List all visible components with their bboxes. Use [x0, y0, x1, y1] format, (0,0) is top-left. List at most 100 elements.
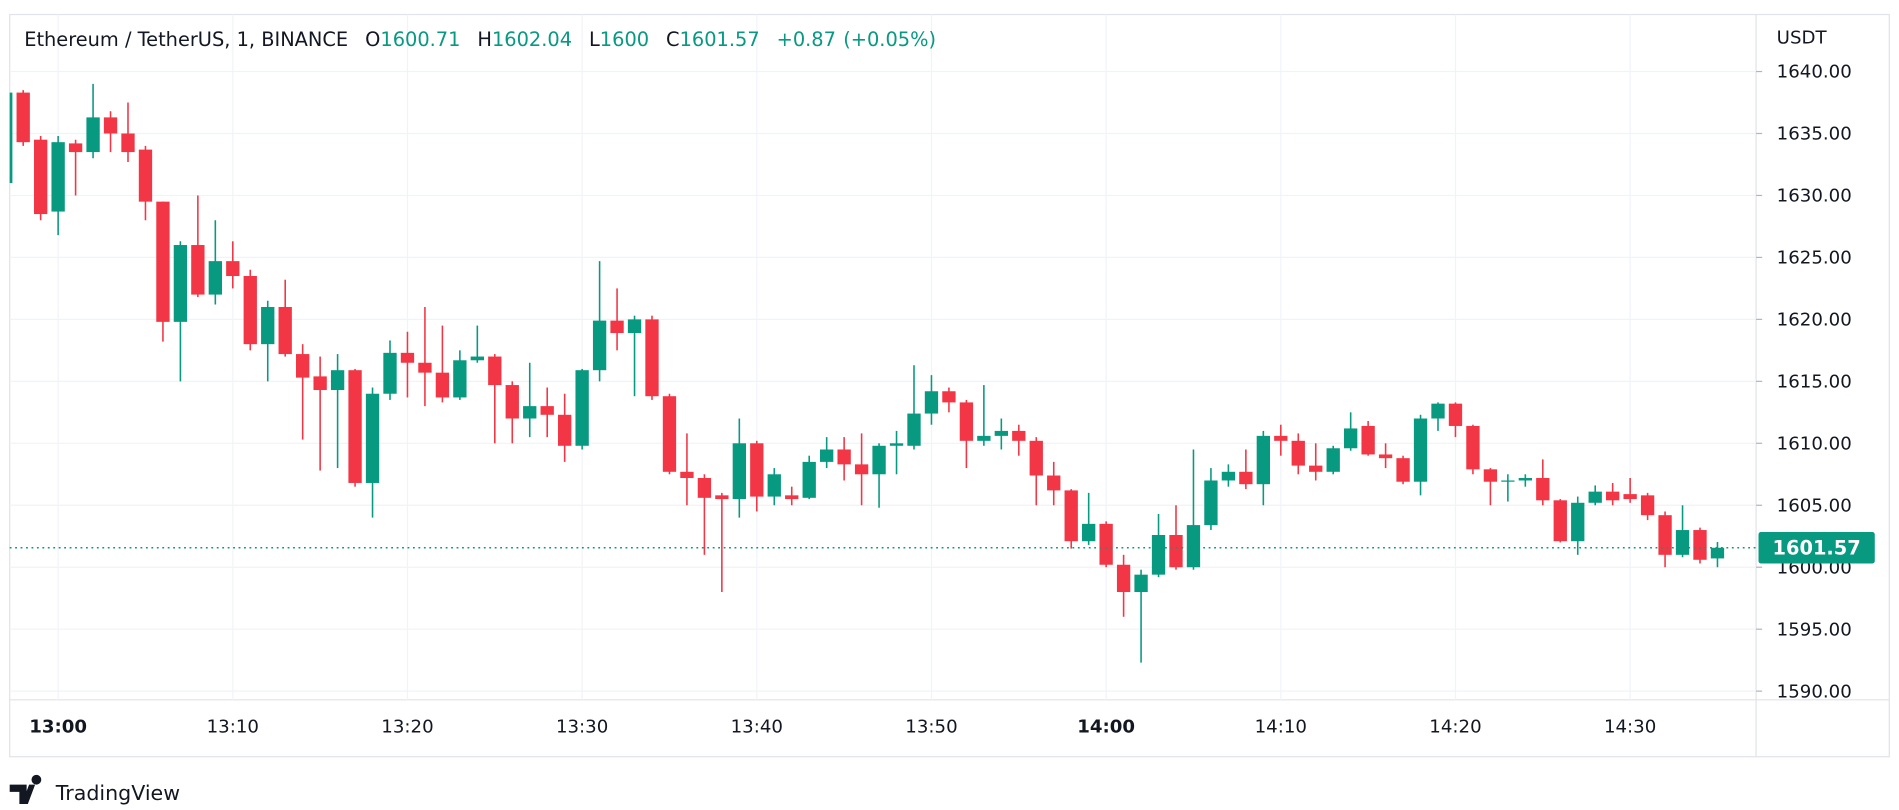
x-tick-label: 14:30: [1604, 717, 1656, 738]
x-tick-label: 14:10: [1255, 717, 1307, 738]
candle-body: [575, 370, 589, 446]
candle-body: [278, 306, 292, 355]
y-tick-label: 1610.00: [1777, 434, 1852, 455]
candle-body: [872, 445, 886, 475]
candle-body: [994, 430, 1008, 436]
candle-body: [715, 495, 729, 500]
candle-body: [1116, 564, 1131, 593]
y-tick-label: 1640.00: [1777, 62, 1852, 83]
candle-body: [1309, 465, 1323, 472]
candle-body: [662, 396, 677, 472]
candle-body: [435, 372, 450, 398]
legend-item: C: [666, 27, 680, 50]
candle-body: [1378, 454, 1393, 459]
y-tick-label: 1625.00: [1777, 248, 1852, 269]
last-price-label: 1601.57: [1773, 536, 1861, 559]
candle-body: [1640, 495, 1655, 516]
candle-body: [1274, 435, 1288, 441]
candle-body: [1029, 440, 1043, 476]
legend-item: Ethereum / TetherUS, 1, BINANCE: [24, 27, 348, 50]
candle-body: [1675, 530, 1690, 555]
x-tick-label: 13:50: [905, 717, 957, 738]
candle-body: [802, 461, 816, 498]
last-price-box: [1758, 532, 1875, 564]
candle-body: [820, 449, 834, 462]
candle-body: [1553, 500, 1567, 542]
chart-frame: [9, 13, 1890, 758]
candle-body: [365, 393, 380, 483]
candle-body: [51, 142, 65, 212]
x-tick-label: 14:20: [1429, 717, 1481, 738]
candle-body: [854, 464, 869, 475]
candle-body: [173, 245, 188, 322]
candle-body: [1082, 523, 1096, 542]
candle-body: [627, 319, 642, 334]
candle-body: [34, 139, 48, 215]
candle-body: [1413, 418, 1428, 482]
candle-body: [313, 376, 327, 391]
y-tick-label: 1605.00: [1777, 495, 1852, 516]
candle-body: [592, 320, 607, 371]
candle-body: [1221, 471, 1236, 481]
candle-body: [208, 261, 222, 295]
candle-body: [942, 391, 956, 403]
legend-item: 1600: [600, 27, 649, 50]
candle-body: [1606, 491, 1620, 501]
legend-item: 1602.04: [492, 27, 572, 50]
candle-body: [1099, 523, 1113, 565]
candle-body: [959, 402, 974, 441]
candle-body: [889, 443, 904, 446]
candle-body: [540, 406, 554, 415]
brand-logo: [9, 774, 42, 804]
candle-body: [767, 474, 781, 497]
candle-body: [383, 352, 397, 394]
candle-body: [1466, 425, 1480, 470]
candle-body: [505, 385, 519, 419]
candle-body: [610, 320, 624, 334]
y-tick-label: 1615.00: [1777, 372, 1852, 393]
candle-body: [1169, 535, 1183, 568]
candle-body: [1693, 530, 1707, 560]
candle-body: [226, 261, 240, 277]
legend-item: 1601.57: [680, 27, 760, 50]
candle-body: [1588, 491, 1602, 503]
brand-name: TradingView: [55, 781, 180, 805]
x-tick-label: 13:30: [556, 717, 608, 738]
candle-body: [86, 117, 100, 153]
legend-item: +0.87: [777, 27, 836, 50]
candle-body: [1256, 435, 1270, 485]
candle-body: [191, 245, 205, 295]
candle-body: [16, 92, 30, 143]
y-tick-label: 1590.00: [1777, 681, 1852, 702]
candles: [9, 83, 1725, 663]
candle-body: [68, 143, 83, 153]
candle-body: [1134, 574, 1148, 593]
candle-body: [138, 149, 153, 202]
candle-body: [488, 356, 502, 386]
candle-body: [418, 362, 432, 373]
candle-body: [330, 370, 345, 391]
candle-body: [1047, 475, 1061, 491]
candle-body: [1536, 477, 1550, 501]
y-tick-label: 1595.00: [1777, 619, 1852, 640]
legend-item: H: [477, 27, 492, 50]
candle-body: [750, 443, 764, 497]
candle-body: [470, 356, 484, 361]
x-tick-label: 13:20: [381, 717, 433, 738]
candle-body: [1326, 448, 1340, 472]
candle-body: [1064, 490, 1078, 542]
x-tick-label: 13:10: [207, 717, 259, 738]
candle-body: [400, 352, 415, 363]
grid: [9, 14, 1757, 700]
candle-body: [453, 360, 467, 398]
candle-body: [1151, 535, 1166, 575]
candle-body: [1361, 425, 1375, 455]
candle-body: [243, 276, 257, 345]
candle-body: [1571, 502, 1585, 542]
candle-body: [645, 319, 659, 397]
candle-body: [121, 133, 135, 153]
x-tick-label: 13:40: [731, 717, 783, 738]
candle-body: [1501, 480, 1515, 482]
legend-item: L: [589, 27, 600, 50]
